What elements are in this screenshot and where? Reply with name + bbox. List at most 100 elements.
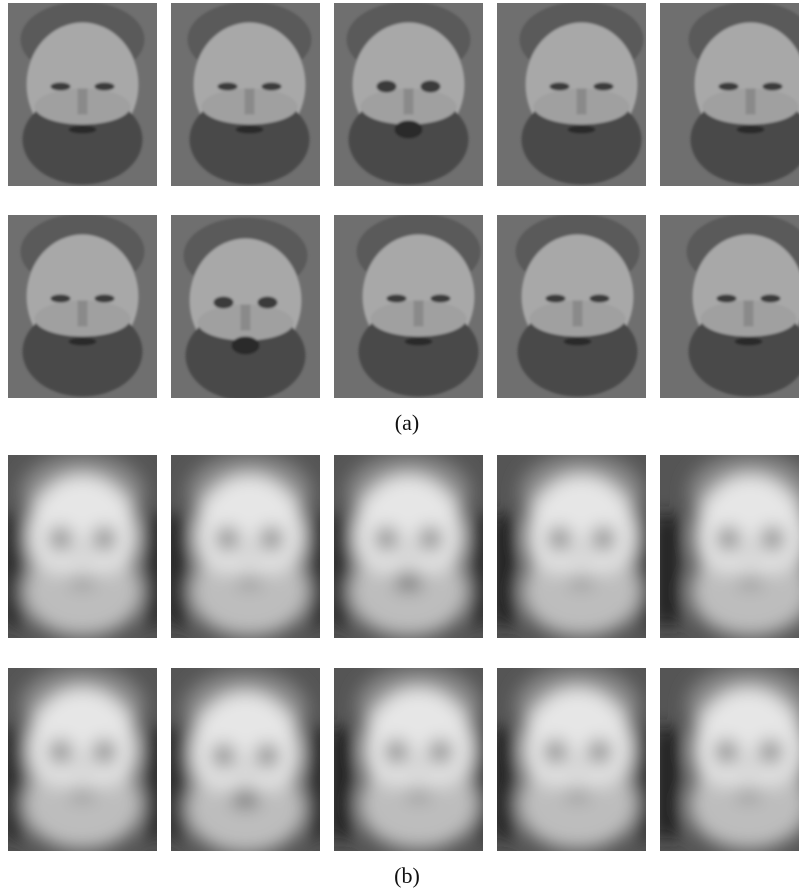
face (187, 3, 312, 185)
dark-edge (8, 515, 28, 625)
mouth (736, 125, 765, 134)
mouth (231, 336, 260, 355)
tile (171, 3, 320, 186)
caption: (a) (395, 410, 419, 435)
face (20, 3, 145, 185)
face (519, 3, 644, 185)
mouth (736, 577, 765, 586)
face-image (171, 215, 320, 398)
dark-edge (171, 728, 191, 838)
eye (260, 527, 283, 550)
mouth (734, 337, 763, 346)
eye (762, 82, 783, 91)
eye (212, 744, 235, 767)
eye (50, 82, 71, 91)
tile (171, 215, 320, 398)
dark-edge (497, 728, 517, 838)
dark-edge (334, 515, 354, 625)
reconstructed-face (8, 668, 157, 851)
nose (572, 300, 583, 327)
eye (593, 82, 614, 91)
nose (77, 88, 88, 115)
nose (403, 88, 414, 115)
eye (213, 296, 234, 309)
tile (334, 215, 483, 398)
tile (497, 215, 646, 398)
dark-edge (631, 728, 646, 838)
face (20, 215, 145, 397)
nose (576, 540, 587, 567)
face-image (334, 3, 483, 186)
eye (548, 527, 571, 550)
image-grid (8, 3, 799, 851)
eye (544, 740, 567, 763)
reconstructed-face (171, 668, 320, 851)
tile (660, 668, 799, 851)
eye (217, 82, 238, 91)
eye (257, 296, 278, 309)
nose (743, 300, 754, 327)
eye (549, 82, 570, 91)
tile (171, 668, 320, 851)
nose (743, 753, 754, 780)
face (356, 215, 481, 397)
caption: (b) (394, 863, 420, 888)
dark-edge (8, 728, 28, 838)
eye (94, 82, 115, 91)
face (171, 455, 320, 637)
eye (256, 744, 279, 767)
tile (8, 668, 157, 851)
face-image (497, 215, 646, 398)
eye (430, 294, 451, 303)
face (8, 668, 157, 850)
eye (588, 740, 611, 763)
eye (376, 80, 397, 93)
mouth (68, 577, 97, 586)
dark-edge (142, 515, 157, 625)
dark-edge (171, 515, 191, 625)
mouth (68, 790, 97, 799)
tile (334, 668, 483, 851)
mouth (235, 577, 264, 586)
eye (49, 740, 72, 763)
mouth (235, 125, 264, 134)
nose (413, 300, 424, 327)
mouth (734, 790, 763, 799)
reconstructed-face (660, 455, 799, 638)
eye (93, 740, 116, 763)
mouth (394, 120, 423, 139)
dark-edge (142, 728, 157, 838)
eye (715, 740, 738, 763)
face (334, 455, 483, 637)
face (334, 668, 483, 850)
face (8, 455, 157, 637)
face-image (8, 215, 157, 398)
reconstructed-face (171, 455, 320, 638)
tile (660, 215, 799, 398)
mouth (404, 790, 433, 799)
dark-edge (660, 515, 680, 625)
eye (93, 527, 116, 550)
dark-edge (660, 728, 680, 838)
eye (716, 294, 737, 303)
eye (717, 527, 740, 550)
dark-edge (468, 515, 483, 625)
eye (761, 527, 784, 550)
face-image (497, 3, 646, 186)
nose (403, 540, 414, 567)
face (688, 3, 799, 185)
face (171, 670, 320, 851)
eye (760, 294, 781, 303)
reconstructed-face (8, 455, 157, 638)
face-image (334, 215, 483, 398)
reconstructed-face (660, 668, 799, 851)
dark-edge (497, 515, 517, 625)
tile (334, 455, 483, 638)
reconstructed-face (497, 668, 646, 851)
mouth (404, 337, 433, 346)
eye (429, 740, 452, 763)
mouth (563, 337, 592, 346)
eye (589, 294, 610, 303)
reconstructed-face (334, 455, 483, 638)
tile (334, 3, 483, 186)
